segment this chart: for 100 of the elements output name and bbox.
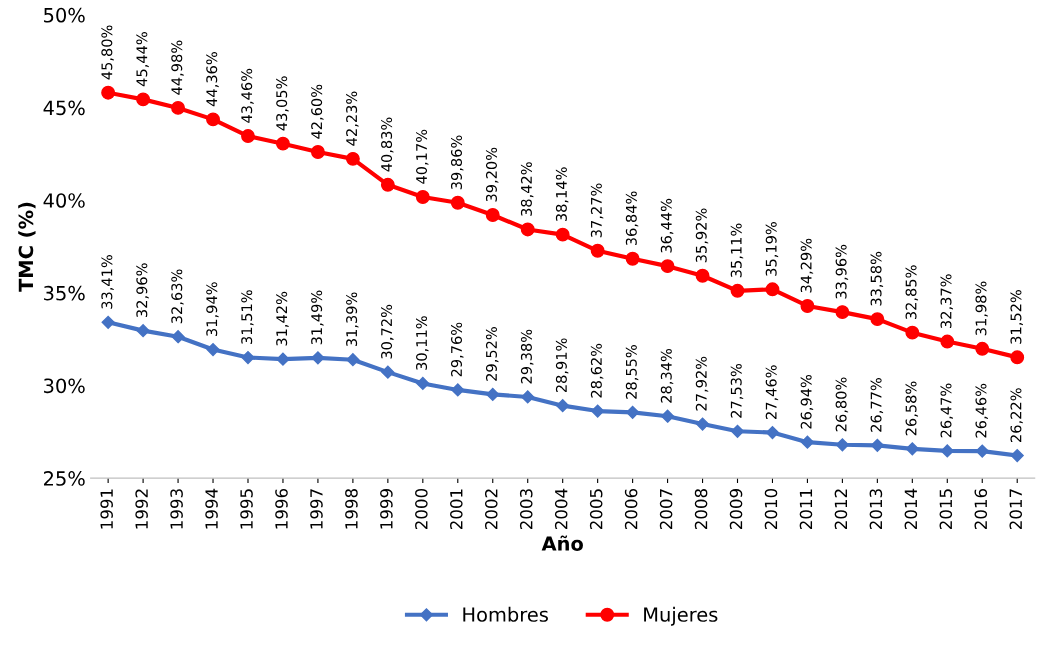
point xyxy=(101,85,116,100)
x-tick-label: 1993 xyxy=(170,489,183,529)
point xyxy=(975,341,990,356)
point xyxy=(415,190,430,204)
point xyxy=(695,417,710,431)
x-axis-title: Año xyxy=(541,535,583,551)
x-tick-label: 2007 xyxy=(659,489,673,530)
point xyxy=(870,312,885,327)
point xyxy=(870,438,884,452)
x-tick-label: 1997 xyxy=(310,489,323,529)
x-tick-label: 2003 xyxy=(519,489,533,530)
x-tick-label: 1994 xyxy=(205,488,218,529)
x-tick-label: 1998 xyxy=(345,489,358,529)
x-tick-label: 1992 xyxy=(135,489,148,529)
data-label: 44,98% xyxy=(171,40,184,95)
point xyxy=(730,424,745,438)
data-label: 31,49% xyxy=(311,290,324,345)
point xyxy=(206,112,220,127)
point xyxy=(800,299,815,313)
point xyxy=(171,100,186,115)
point xyxy=(346,353,360,367)
data-label: 32,63% xyxy=(171,269,184,324)
x-tick-label: 2002 xyxy=(484,489,498,530)
y-axis-title: TMC (%) xyxy=(18,202,36,292)
point xyxy=(206,342,220,357)
data-label: 32,37% xyxy=(940,274,954,328)
point xyxy=(591,404,605,418)
y-tick-label: 45% xyxy=(43,100,85,116)
x-tick-label: 1995 xyxy=(240,489,253,529)
y-tick-label: 40% xyxy=(43,193,85,208)
y-tick-label: 25% xyxy=(44,471,85,486)
data-label: 29,52% xyxy=(485,327,499,381)
x-tick-label: 2011 xyxy=(799,489,813,530)
data-label: 35,92% xyxy=(695,208,709,263)
data-label: 30,72% xyxy=(381,304,394,359)
point xyxy=(136,324,150,338)
point xyxy=(905,325,920,340)
data-label: 30,11% xyxy=(416,316,429,370)
data-label: 32,85% xyxy=(905,265,919,320)
data-label: 28,34% xyxy=(660,348,674,403)
data-label: 42,23% xyxy=(346,91,359,146)
data-label: 37,27% xyxy=(590,183,604,238)
point xyxy=(345,151,360,166)
data-label: 31,42% xyxy=(276,291,289,346)
point xyxy=(835,305,850,320)
data-label: 31,51% xyxy=(241,290,254,344)
point xyxy=(136,92,151,107)
point xyxy=(451,383,465,397)
point xyxy=(626,405,640,419)
point xyxy=(765,425,780,440)
point xyxy=(450,195,465,210)
data-label: 39,20% xyxy=(485,147,499,202)
point xyxy=(485,208,500,222)
x-tick-label: 2005 xyxy=(589,489,603,530)
point xyxy=(101,315,115,329)
point xyxy=(276,352,290,366)
data-label: 28,62% xyxy=(590,343,604,398)
data-label: 38,14% xyxy=(555,167,569,222)
data-label: 26,58% xyxy=(905,381,919,436)
point xyxy=(521,390,535,404)
point xyxy=(310,145,325,159)
data-label: 27,53% xyxy=(730,363,744,418)
point xyxy=(555,227,570,242)
point xyxy=(940,444,954,458)
data-label: 28,91% xyxy=(555,338,569,393)
data-label: 33,96% xyxy=(835,244,849,299)
y-tick-label: 50% xyxy=(44,7,85,23)
data-label: 33,41% xyxy=(101,254,114,309)
data-label: 27,92% xyxy=(695,356,709,411)
data-label: 26,22% xyxy=(1010,388,1023,442)
data-label: 31,98% xyxy=(975,281,988,336)
data-label: 27,46% xyxy=(765,365,779,419)
data-label: 26,80% xyxy=(835,377,849,432)
legend-label: Hombres xyxy=(463,606,548,622)
data-label: 26,47% xyxy=(940,383,954,438)
point xyxy=(241,129,255,144)
x-tick-label: 2015 xyxy=(939,489,953,530)
data-label: 35,11% xyxy=(730,223,744,278)
data-label: 32,96% xyxy=(136,263,149,318)
data-label: 38,42% xyxy=(520,162,534,216)
data-label: 31,94% xyxy=(206,282,219,336)
point xyxy=(800,435,815,449)
point xyxy=(660,259,675,274)
point xyxy=(940,334,955,349)
point xyxy=(765,282,780,297)
point xyxy=(276,136,290,151)
legend-label: Mujeres xyxy=(644,606,718,626)
data-label: 34,29% xyxy=(800,238,814,293)
x-tick-label: 1996 xyxy=(275,488,288,529)
x-tick-label: 2017 xyxy=(1009,489,1023,530)
data-label: 36,44% xyxy=(660,198,674,253)
data-label: 45,44% xyxy=(136,32,149,87)
data-label: 40,83% xyxy=(381,117,394,172)
point xyxy=(625,251,640,266)
point xyxy=(416,376,430,391)
point xyxy=(1010,448,1024,463)
data-label: 29,76% xyxy=(450,322,464,377)
x-tick-label: 2010 xyxy=(764,488,778,530)
point xyxy=(695,268,710,283)
x-tick-label: 2014 xyxy=(904,488,918,530)
